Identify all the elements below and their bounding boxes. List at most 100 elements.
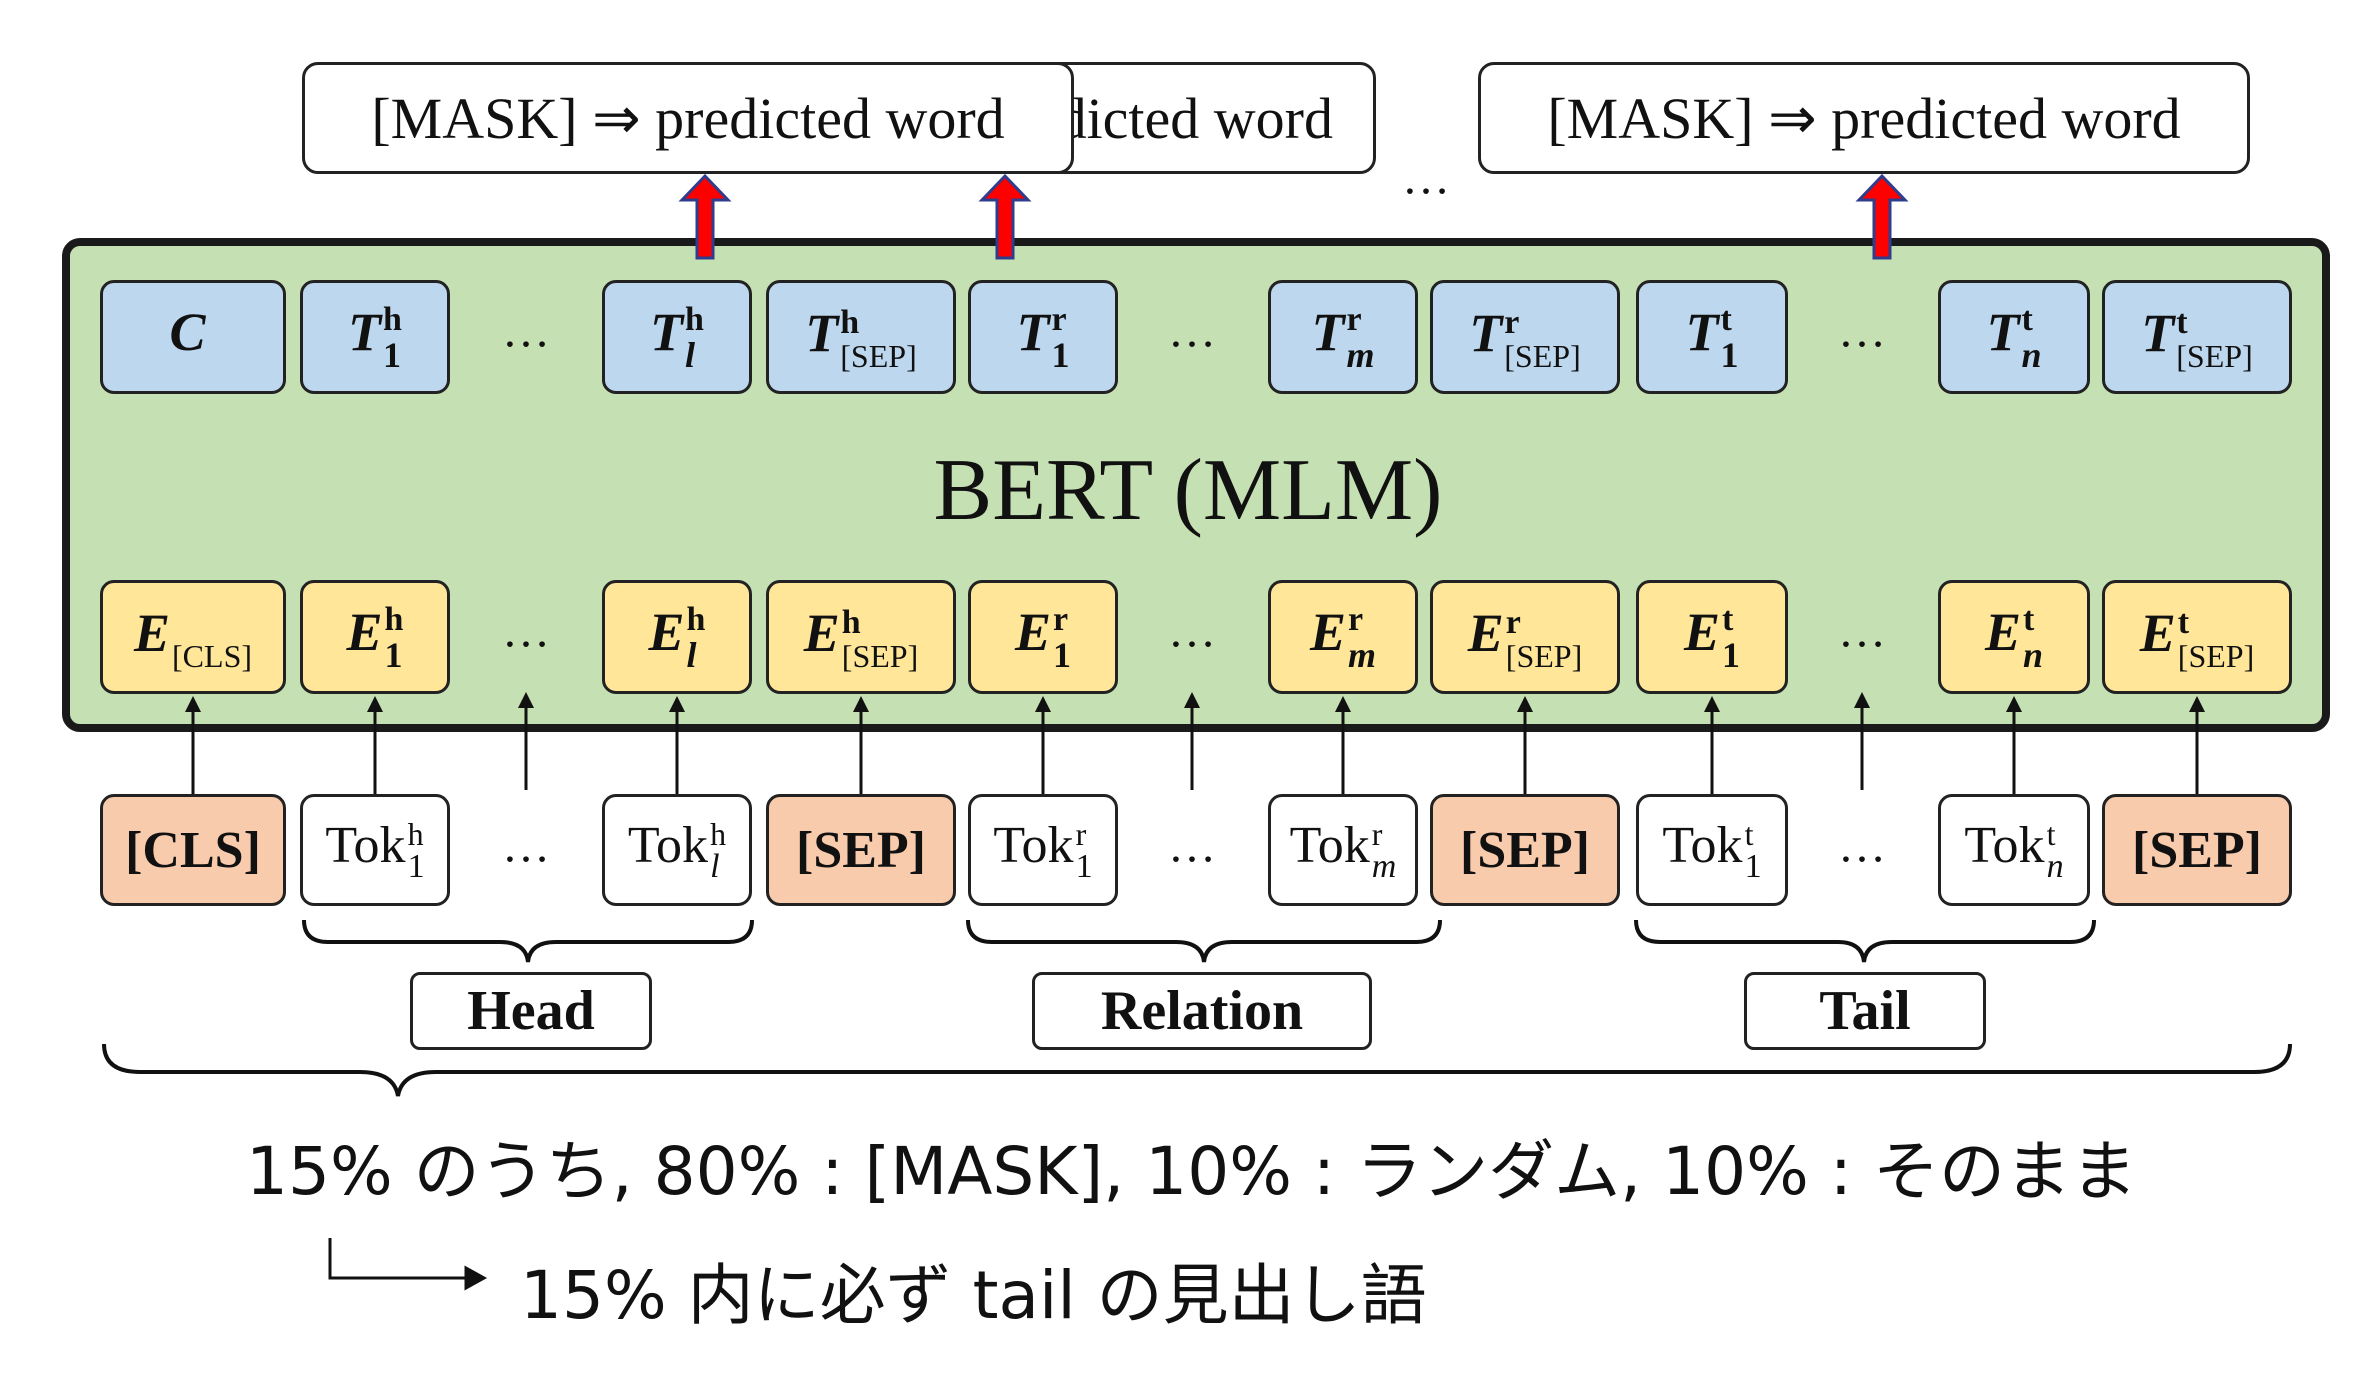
input-token-cell: Tok r 1 bbox=[968, 794, 1118, 906]
special-token-cell: [SEP] bbox=[2102, 794, 2292, 906]
ellipsis: … bbox=[502, 819, 550, 873]
symbol-superscript: h bbox=[383, 300, 402, 338]
segment-label-text: Tail bbox=[1819, 980, 1911, 1042]
symbol-superscript: t bbox=[2023, 600, 2035, 638]
symbol-base: T bbox=[348, 302, 382, 363]
input-arrow-head bbox=[1335, 696, 1351, 712]
ellipsis: … bbox=[1168, 819, 1216, 873]
symbol-subscript: [SEP] bbox=[840, 337, 917, 374]
special-token-label: [SEP] bbox=[796, 821, 926, 879]
symbol-superscript: r bbox=[1505, 603, 1521, 641]
input-token-label: Tok r m bbox=[1290, 816, 1397, 883]
input-arrow-head bbox=[1184, 692, 1200, 708]
segment-label-head: Head bbox=[410, 972, 652, 1050]
symbol-subscript: 1 bbox=[1051, 334, 1070, 375]
token-base: Tok bbox=[1662, 817, 1743, 875]
ellipsis: … bbox=[502, 304, 550, 358]
symbol-superscript: t bbox=[2021, 300, 2033, 338]
input-token-label: Tok h 1 bbox=[325, 816, 424, 883]
symbol-superscript: r bbox=[1348, 600, 1364, 638]
output-symbol: C bbox=[169, 301, 216, 373]
segment-label-text: Head bbox=[467, 980, 595, 1042]
symbol-base: T bbox=[1685, 302, 1719, 363]
symbol-subscript: [SEP] bbox=[2177, 637, 2255, 674]
brace-head bbox=[302, 919, 754, 963]
symbol-base: C bbox=[169, 302, 206, 363]
symbol-superscript: h bbox=[686, 600, 706, 638]
note-arrow bbox=[328, 1238, 488, 1291]
ellipsis: … bbox=[1838, 819, 1886, 873]
predicted-word-label: [MASK] ⇒ predicted word bbox=[371, 86, 1005, 151]
predicted-word-box-front: [MASK] ⇒ predicted word bbox=[302, 62, 1074, 174]
input-arrows bbox=[185, 692, 2205, 794]
input-arrow-head bbox=[1854, 692, 1870, 708]
input-arrow-head bbox=[1704, 696, 1720, 712]
red-arrow-up bbox=[1855, 173, 1909, 260]
input-token-cell: Tok t 1 bbox=[1636, 794, 1788, 906]
input-token-label: Tok t 1 bbox=[1662, 816, 1761, 883]
symbol-superscript: h bbox=[841, 603, 861, 641]
symbol-subscript: n bbox=[2021, 334, 2042, 375]
token-base: Tok bbox=[1964, 817, 2045, 875]
symbol-superscript: r bbox=[1346, 300, 1362, 338]
token-superscript: r bbox=[1075, 815, 1087, 852]
bert-label: BERT (MLM) bbox=[933, 442, 1443, 539]
token-subscript: m bbox=[1371, 847, 1397, 885]
symbol-base: E bbox=[1683, 602, 1721, 663]
input-token-cell: Tok h 1 bbox=[300, 794, 450, 906]
ellipsis: … bbox=[1838, 604, 1886, 658]
token-base: Tok bbox=[993, 817, 1074, 875]
input-arrow-head bbox=[185, 696, 201, 712]
segment-label-tail: Tail bbox=[1744, 972, 1986, 1050]
input-token-cell: Tok r m bbox=[1268, 794, 1418, 906]
symbol-base: T bbox=[1016, 302, 1050, 363]
input-token-label: Tok h l bbox=[628, 816, 726, 883]
symbol-base: E bbox=[1309, 602, 1346, 663]
output-cell: C bbox=[100, 280, 286, 394]
red-arrow-up bbox=[678, 173, 732, 260]
symbol-subscript: [SEP] bbox=[1504, 337, 1581, 374]
symbol-subscript: l bbox=[686, 634, 697, 675]
input-arrow-head bbox=[1517, 696, 1533, 712]
segment-label-relation: Relation bbox=[1032, 972, 1372, 1050]
input-token-label: Tok r 1 bbox=[993, 816, 1092, 883]
ellipsis: … bbox=[502, 604, 550, 658]
predicted-word-box-right: [MASK] ⇒ predicted word bbox=[1478, 62, 2250, 174]
symbol-base: E bbox=[133, 603, 171, 664]
symbol-subscript: [SEP] bbox=[841, 637, 919, 674]
token-subscript: n bbox=[2046, 847, 2064, 885]
embedding-symbol: E [CLS] bbox=[134, 602, 252, 672]
symbol-superscript: t bbox=[2177, 603, 2190, 641]
token-base: Tok bbox=[627, 817, 709, 875]
symbol-subscript: 1 bbox=[383, 334, 402, 375]
symbol-base: E bbox=[648, 602, 685, 663]
special-token-cell: [SEP] bbox=[1430, 794, 1620, 906]
symbol-subscript: l bbox=[685, 334, 696, 375]
symbol-subscript: [SEP] bbox=[1505, 637, 1583, 674]
symbol-base: T bbox=[1986, 302, 2020, 363]
